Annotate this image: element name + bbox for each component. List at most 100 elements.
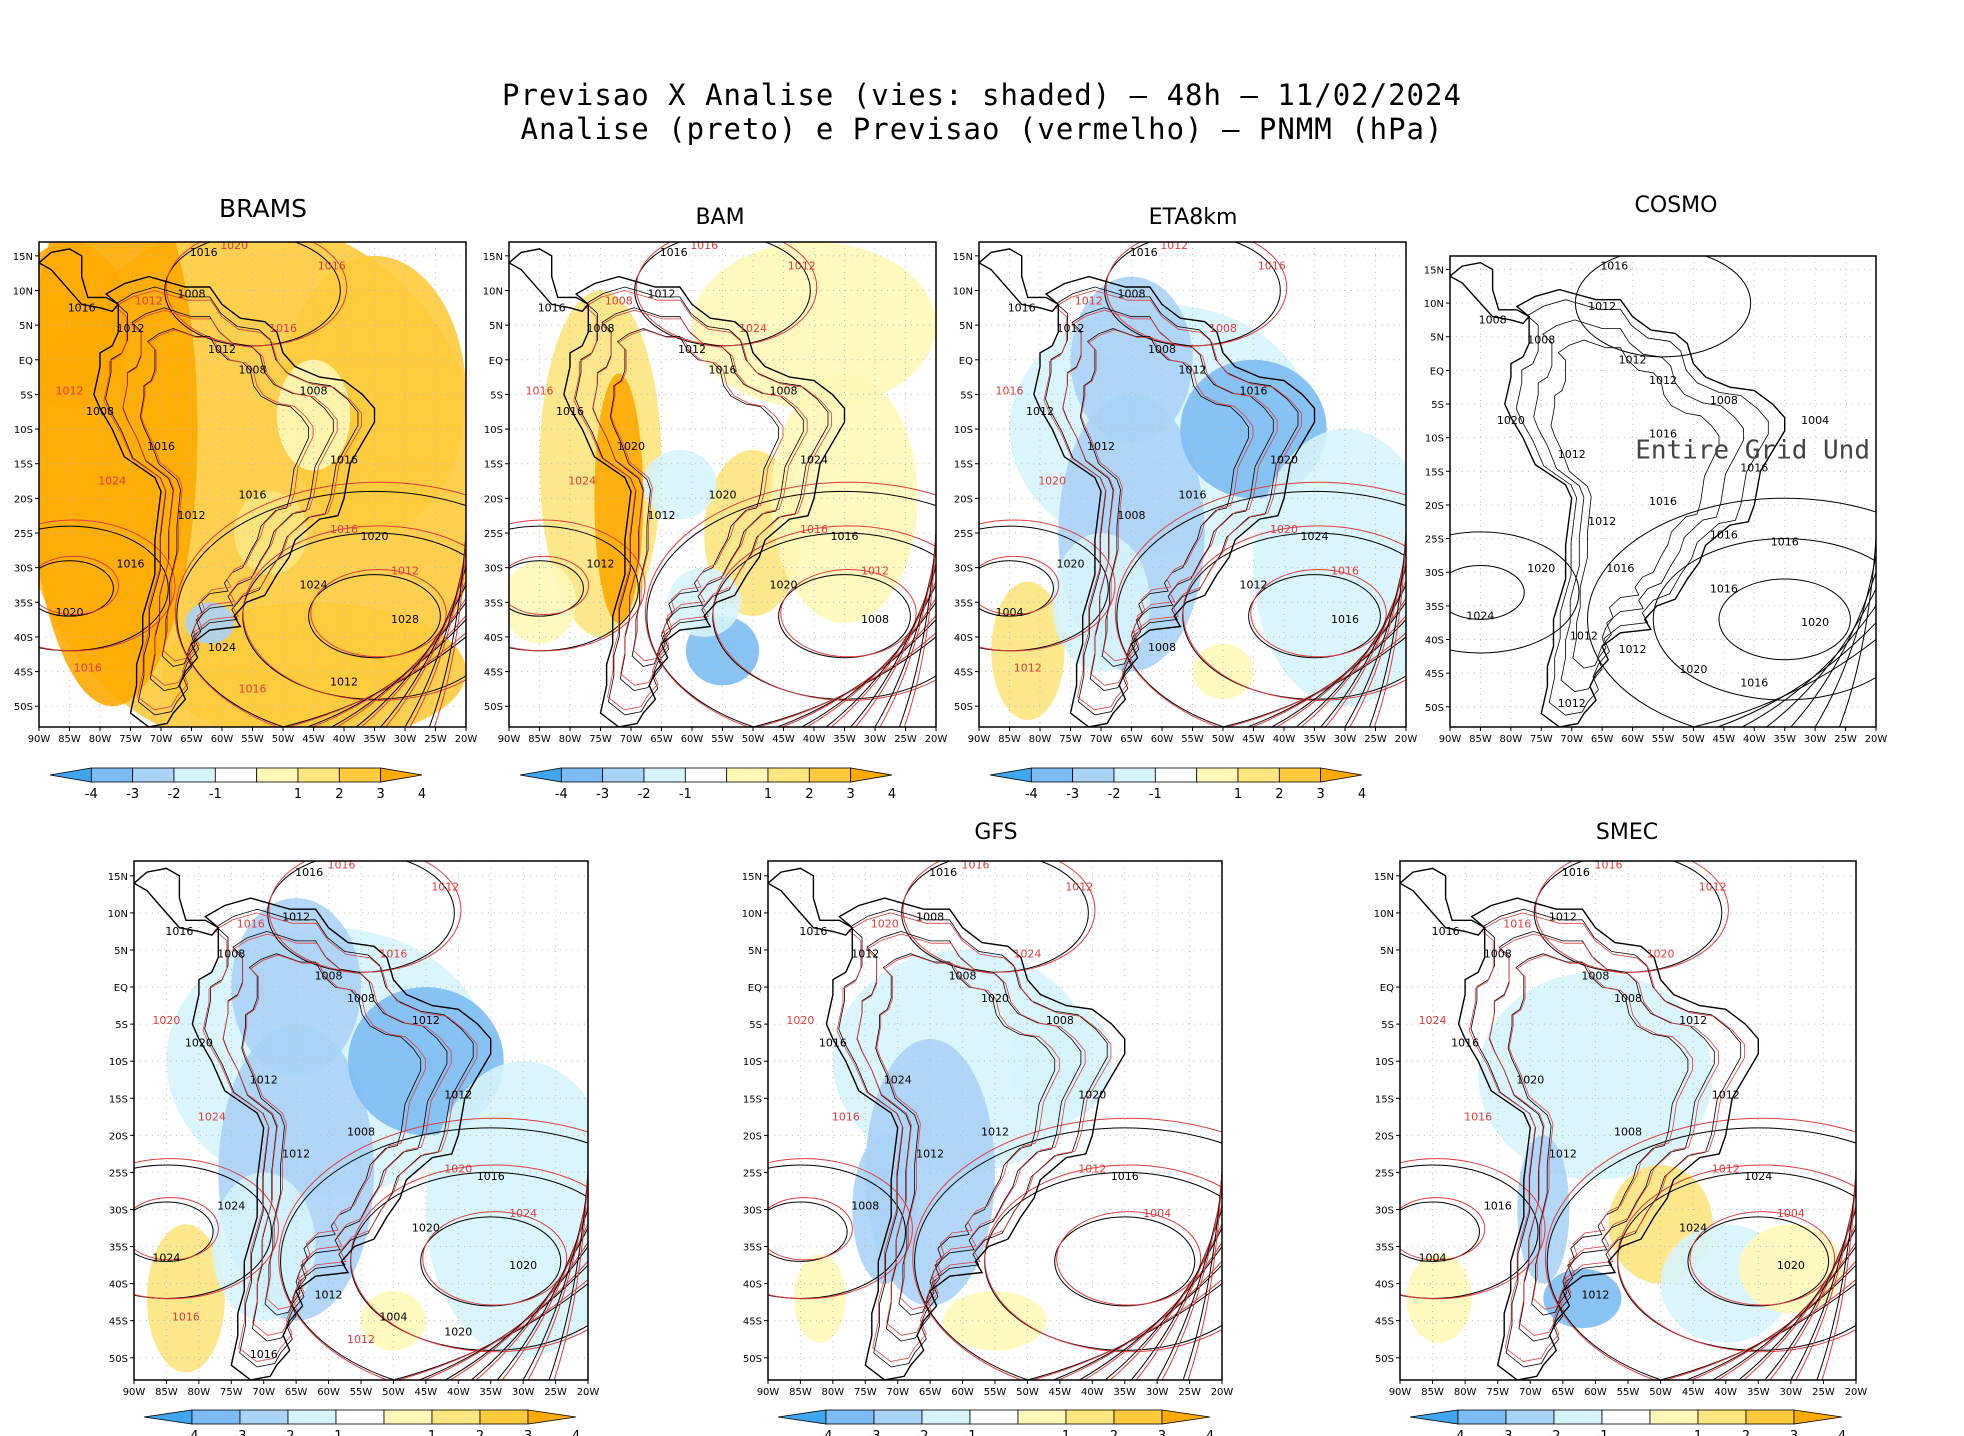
colorbar-tick-label: 3 — [377, 787, 385, 802]
forecast-isobar — [409, 546, 466, 727]
x-tick-label: 75W — [854, 1387, 877, 1398]
forecast-isobar — [1114, 481, 1406, 727]
y-tick-label: 5N — [959, 321, 973, 332]
y-tick-label: 10N — [108, 909, 128, 920]
panel-title-eta8km: ETA8km — [1148, 205, 1238, 230]
isobar-label-analysis: 1020 — [509, 1259, 537, 1272]
colorbar-segment — [1065, 1409, 1115, 1425]
colorbar: -4 -3 -2 -1 1 2 3 4 — [519, 767, 896, 802]
map-panel-cosmo: 1016100810121008101210121008102010121016… — [1424, 255, 1887, 745]
y-tick-label: 20S — [109, 1131, 128, 1142]
y-tick-label: 40S — [484, 633, 503, 644]
isobar-label-analysis: 1012 — [1558, 697, 1586, 710]
analysis-isobar — [1712, 1246, 1856, 1380]
colorbar-tick-label: 1 — [428, 1429, 436, 1436]
colorbar-segment — [1072, 767, 1115, 783]
x-tick-label: 45W — [415, 1387, 438, 1398]
forecast-isobar — [573, 290, 832, 711]
analysis-isobar — [1400, 1201, 1480, 1262]
colorbar-segment — [643, 767, 686, 783]
colorbar-segment — [1649, 1409, 1699, 1425]
colorbar-tick-label: 1 — [294, 787, 302, 802]
isobar-label-forecast: 1020 — [1270, 523, 1298, 536]
colorbar-tick-label: -3 — [234, 1429, 247, 1436]
analysis-isobar — [1515, 299, 1769, 716]
x-tick-label: 90W — [1389, 1387, 1412, 1398]
y-tick-label: 5S — [1381, 1020, 1394, 1031]
isobar-label-forecast: 1012 — [135, 294, 163, 307]
colorbar-segment — [297, 767, 340, 783]
colorbar-segment — [1457, 1409, 1507, 1425]
x-tick-label: 75W — [220, 1387, 243, 1398]
isobar-label-analysis: 1012 — [250, 1073, 278, 1086]
y-tick-label: 5N — [114, 946, 128, 957]
x-tick-label: 80W — [1500, 734, 1523, 745]
isobar-label-forecast: 1016 — [1464, 1111, 1492, 1124]
isobar-label-analysis: 1016 — [1179, 488, 1207, 501]
y-tick-label: 50S — [14, 702, 33, 713]
forecast-isobar — [876, 954, 1060, 1310]
y-tick-label: 25S — [954, 529, 973, 540]
y-tick-label: 15N — [742, 872, 762, 883]
x-tick-label: 80W — [559, 734, 582, 745]
x-tick-label: 40W — [1081, 1387, 1104, 1398]
panel-title-gfs: GFS — [974, 820, 1018, 845]
y-tick-label: 15S — [1425, 467, 1444, 478]
analysis-isobar — [1450, 565, 1525, 620]
analysis-isobar — [1816, 1172, 1856, 1380]
isobar-label-analysis: 1020 — [1679, 663, 1707, 676]
x-tick-label: 55W — [1617, 1387, 1640, 1398]
y-tick-label: 20S — [1375, 1131, 1394, 1142]
x-tick-label: 85W — [1421, 1387, 1444, 1398]
colorbar-segment — [431, 1409, 481, 1425]
y-tick-label: 10S — [484, 425, 503, 436]
analysis-isobar — [646, 490, 936, 727]
analysis-isobar — [801, 602, 936, 727]
isobar-label-forecast: 1016 — [1331, 565, 1359, 578]
y-tick-label: EQ — [1380, 983, 1394, 994]
isobar-label-analysis: 1008 — [587, 322, 615, 335]
isobar-label-analysis: 1016 — [819, 1036, 847, 1049]
forecast-isobar — [1508, 954, 1693, 1310]
x-tick-label: 60W — [1584, 1387, 1607, 1398]
colorbar-tick-label: 3 — [1317, 787, 1325, 802]
x-tick-label: 90W — [1439, 734, 1462, 745]
y-tick-label: 10N — [483, 287, 503, 298]
isobar-label-analysis: 1024 — [1466, 609, 1494, 622]
x-tick-label: 30W — [1146, 1387, 1169, 1398]
y-tick-label: 10N — [953, 287, 973, 298]
isobar-label-forecast: 1020 — [152, 1014, 180, 1027]
isobar-label-forecast: 1008 — [605, 294, 633, 307]
analysis-isobar — [1839, 538, 1876, 727]
isobar-label-analysis: 1012 — [208, 343, 236, 356]
y-tick-label: 15S — [14, 460, 33, 471]
colorbar-tick-label: -4 — [555, 787, 568, 802]
isobar-label-analysis: 1008 — [347, 1125, 375, 1138]
x-tick-label: 40W — [1743, 734, 1766, 745]
isobar-label-forecast: 1016 — [379, 947, 407, 960]
x-tick-label: 65W — [1120, 734, 1143, 745]
south-america-coastline — [1457, 897, 1760, 1380]
x-tick-label: 85W — [998, 734, 1021, 745]
isobar-label-analysis: 1008 — [861, 613, 889, 626]
isobar-label-analysis: 1020 — [361, 530, 389, 543]
analysis-isobar — [139, 328, 310, 667]
y-tick-label: 35S — [14, 598, 33, 609]
x-tick-label: 45W — [1242, 734, 1265, 745]
isobar-label-analysis: 1012 — [1712, 1088, 1740, 1101]
isobar-label-analysis: 1016 — [1600, 259, 1628, 272]
bias-shade-pos1 — [1192, 643, 1254, 700]
analysis-isobar — [1766, 588, 1876, 727]
isobar-label-analysis: 1012 — [282, 1148, 310, 1161]
isobar-label-analysis: 1012 — [1179, 364, 1207, 377]
x-tick-label: 90W — [968, 734, 991, 745]
colorbar-tick-label: -4 — [1025, 787, 1038, 802]
forecast-isobar — [140, 329, 314, 662]
colorbar-segment — [173, 767, 216, 783]
colorbar-tick-label: 4 — [418, 787, 426, 802]
y-tick-label: 10S — [743, 1057, 762, 1068]
isobar-label-analysis: 1016 — [250, 1348, 278, 1361]
isobar-label-analysis: 1012 — [1588, 515, 1616, 528]
panel-title-bam: BAM — [695, 205, 745, 230]
central-america-coastline — [39, 248, 120, 313]
